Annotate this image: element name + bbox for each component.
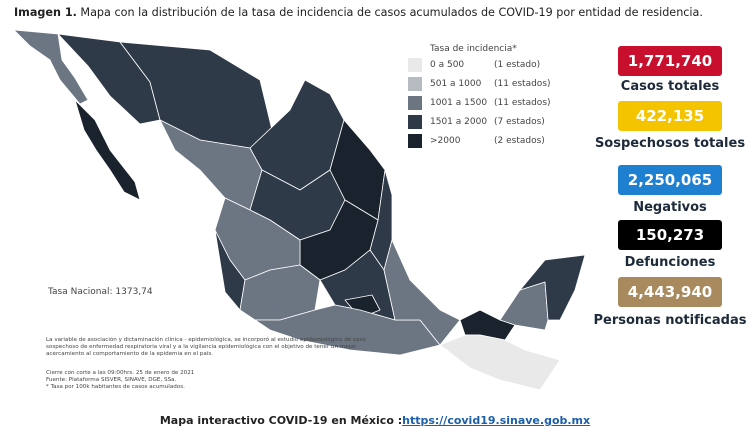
legend-range: 1501 a 2000: [430, 117, 488, 127]
header-label: Imagen 1.: [14, 6, 77, 19]
legend-range: 1001 a 1500: [430, 98, 488, 108]
legend-swatch: [408, 96, 422, 110]
legend-count: (2 estados): [494, 136, 545, 146]
stat-value: 150,273: [618, 220, 722, 250]
legend-item: 0 a 500 (1 estado): [408, 58, 540, 72]
state: [13, 29, 89, 105]
header-title: Mapa con la distribución de la tasa de i…: [80, 6, 703, 19]
legend-title: Tasa de incidencia*: [430, 44, 517, 54]
footer-link[interactable]: https://covid19.sinave.gob.mx: [402, 414, 591, 427]
stat-label: Negativos: [633, 200, 707, 215]
legend-item: 1001 a 1500 (11 estados): [408, 96, 551, 110]
footer: Mapa interactivo COVID-19 en México :htt…: [0, 414, 750, 427]
stat-value: 4,443,940: [618, 277, 722, 307]
stat-value: 2,250,065: [618, 165, 722, 195]
legend-item: 501 a 1000 (11 estados): [408, 77, 551, 91]
legend-item: >2000 (2 estados): [408, 134, 545, 148]
stat-label: Casos totales: [620, 79, 720, 94]
stat-label: Sospechosos totales: [594, 136, 746, 151]
legend-range: 0 a 500: [430, 60, 465, 70]
legend-swatch: [408, 58, 422, 72]
state: [519, 254, 586, 321]
stat-value: 422,135: [618, 101, 722, 131]
note-paragraph: La variable de asociación y dictaminació…: [46, 337, 366, 358]
stat-value: 1,771,740: [618, 46, 722, 76]
legend-item: 1501 a 2000 (7 estados): [408, 115, 545, 129]
legend-count: (7 estados): [494, 117, 545, 127]
footer-text: Mapa interactivo COVID-19 en México :: [159, 414, 403, 427]
legend-count: (1 estado): [494, 60, 541, 70]
legend-range: 501 a 1000: [430, 79, 482, 89]
note-rate: * Tasa por 100k habitantes de casos acum…: [46, 384, 185, 390]
legend-range: >2000: [430, 136, 461, 146]
map: [13, 29, 586, 391]
legend-count: (11 estados): [494, 79, 551, 89]
legend-count: (11 estados): [494, 98, 551, 108]
state: [499, 281, 549, 331]
legend-swatch: [408, 77, 422, 91]
note-cutoff: Cierre con corte a las 09:00hrs. 25 de e…: [46, 370, 195, 376]
stat-label: Defunciones: [624, 255, 716, 270]
national-rate: Tasa Nacional: 1373,74: [48, 287, 153, 297]
note-source: Fuente: Plataforma SISVER, SINAVE, DGE, …: [46, 377, 177, 383]
header: Imagen 1. Mapa con la distribución de la…: [14, 6, 703, 19]
state: [74, 99, 141, 201]
legend-swatch: [408, 115, 422, 129]
state: [439, 334, 561, 391]
stat-label: Personas notificadas: [593, 313, 747, 328]
legend-swatch: [408, 134, 422, 148]
